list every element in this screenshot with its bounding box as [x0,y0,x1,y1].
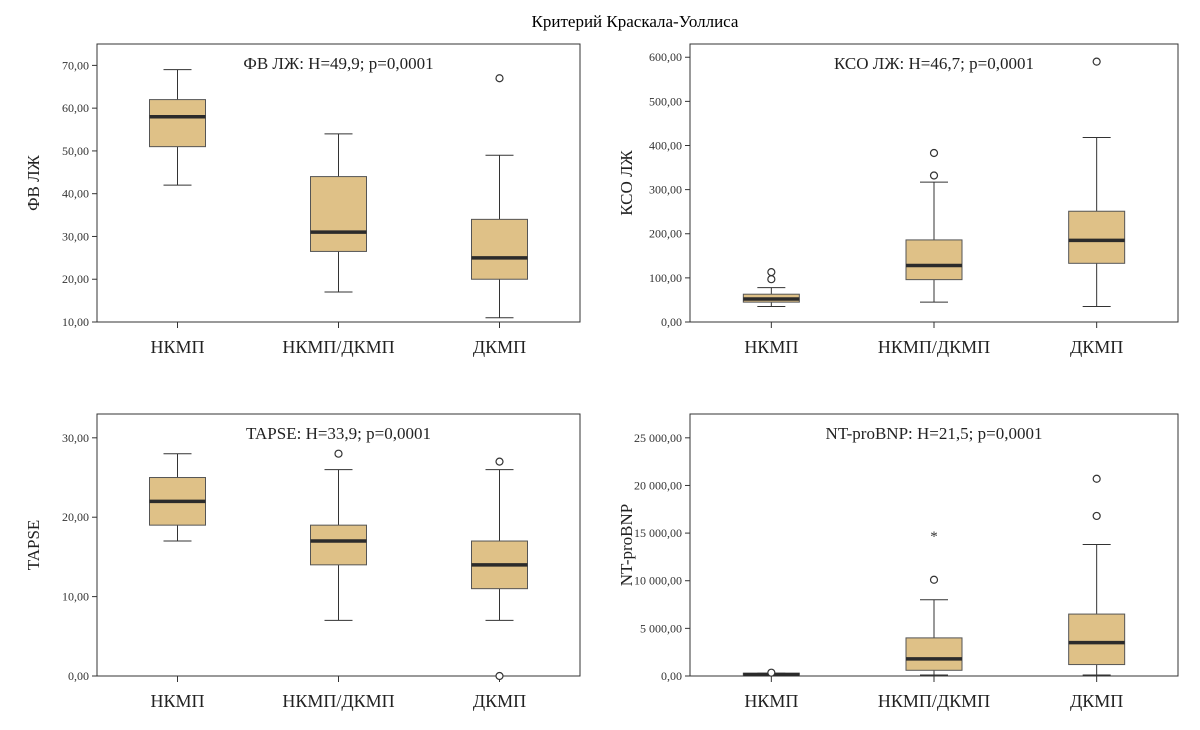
y-tick-label: 10,00 [62,315,89,329]
x-tick-label: ДКМП [473,691,526,711]
y-tick-label: 30,00 [62,229,89,243]
box-2 [310,133,367,293]
box-iqr [471,218,528,280]
box-2 [310,449,367,621]
y-tick-label: 30,00 [62,431,89,445]
x-tick-label: НКМП [744,337,798,357]
outlier-point [1092,57,1101,66]
x-tick-label: НКМП/ДКМП [282,337,394,357]
box-iqr [905,239,963,281]
y-tick-label: 20 000,00 [634,478,682,492]
outlier-point [495,74,504,83]
y-tick-label: 10,00 [62,590,89,604]
y-axis-label: ФВ ЛЖ [24,154,43,211]
chart-title: ФВ ЛЖ: H=49,9; p=0,0001 [243,54,433,73]
box-1 [149,453,206,542]
box-iqr [310,524,367,566]
chart-title: КСО ЛЖ: H=46,7; p=0,0001 [834,54,1034,73]
chart-title: NT-proBNP: H=21,5; p=0,0001 [826,424,1043,443]
outlier-point [767,275,776,284]
y-tick-label: 600,00 [649,50,682,64]
y-tick-label: 40,00 [62,187,89,201]
outlier-point [495,457,504,466]
y-tick-label: 15 000,00 [634,526,682,540]
x-tick-label: НКМП/ДКМП [282,691,394,711]
y-tick-label: 50,00 [62,144,89,158]
y-tick-label: 100,00 [649,271,682,285]
box-1 [742,268,800,308]
y-tick-label: 60,00 [62,101,89,115]
x-tick-label: ДКМП [1070,337,1123,357]
y-axis-label: КСО ЛЖ [617,149,636,215]
chart-panel-2: 0,00 100,00 200,00 300,00 400,00 500,00 600,00… [617,43,1179,357]
x-tick-label: ДКМП [473,337,526,357]
chart-panel-4: 0,00 5 000,00 10 000,00 15 000,00 20 000,00 2… [617,413,1179,711]
outlier-point [929,575,939,584]
chart-panel-3: 0,00 10,00 20,00 30,00 TAPSE TAPSE: H=33,9; p… [24,413,581,711]
y-tick-label: 0,00 [661,315,682,329]
x-tick-label: ДКМП [1070,691,1123,711]
box-iqr [1068,613,1126,666]
box-1 [742,668,800,677]
x-tick-label: НКМП/ДКМП [878,691,990,711]
outlier-point [767,668,776,677]
x-tick-label: НКМП/ДКМП [878,337,990,357]
y-tick-label: 200,00 [649,227,682,241]
box-3 [471,74,528,319]
chart-title: TAPSE: H=33,9; p=0,0001 [246,424,431,443]
figure-title: Критерий Краскала-Уоллиса [532,12,739,31]
y-tick-label: 500,00 [649,94,682,108]
y-tick-label: 300,00 [649,183,682,197]
x-tick-label: НКМП [150,337,204,357]
box-3 [1068,57,1126,308]
box-1 [149,69,206,186]
box-iqr [1068,210,1126,264]
y-tick-label: 70,00 [62,58,89,72]
y-axis-label: TAPSE [24,520,43,571]
chart-panel-1: 10,00 20,00 30,00 40,00 50,00 60,00 70,00 ФВ ЛЖ… [24,43,581,357]
y-tick-label: 0,00 [68,669,89,683]
y-tick-label: 400,00 [649,138,682,152]
y-tick-label: 20,00 [62,272,89,286]
y-tick-label: 5 000,00 [640,621,682,635]
y-tick-label: 0,00 [661,669,682,683]
outlier-point [334,449,343,458]
y-tick-label: 10 000,00 [634,574,682,588]
outlier-point [767,268,776,277]
box-iqr [310,176,367,252]
outlier-point [929,171,939,180]
outlier-point [1092,474,1101,483]
box-2: * [905,529,963,676]
outlier-point [1092,511,1101,521]
box-iqr [905,637,963,671]
outlier-point [929,148,939,158]
box-3 [1068,474,1126,676]
box-iqr [149,99,206,148]
x-tick-label: НКМП [744,691,798,711]
y-tick-label: 25 000,00 [634,431,682,445]
box-3 [471,457,528,681]
outlier-point [495,671,504,681]
box-2 [905,148,963,303]
y-axis-label: NT-proBNP [617,504,636,587]
x-tick-label: НКМП [150,691,204,711]
extreme-point: * [930,529,938,545]
y-tick-label: 20,00 [62,510,89,524]
